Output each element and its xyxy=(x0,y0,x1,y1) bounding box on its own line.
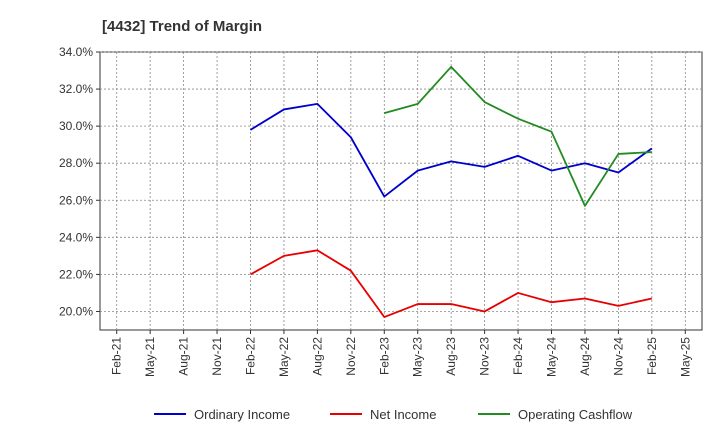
legend-label: Operating Cashflow xyxy=(518,407,633,422)
y-tick-label: 22.0% xyxy=(59,267,93,281)
y-tick-label: 24.0% xyxy=(59,230,93,244)
x-tick-label: Aug-24 xyxy=(578,337,592,376)
y-tick-label: 30.0% xyxy=(59,119,93,133)
series-line-net-income xyxy=(250,249,653,318)
x-tick-label: Nov-21 xyxy=(210,337,224,376)
x-tick-label: May-21 xyxy=(143,337,157,377)
x-tick-label: May-25 xyxy=(678,337,692,377)
y-tick-label: 20.0% xyxy=(59,304,93,318)
x-tick-label: Feb-23 xyxy=(377,337,391,375)
y-tick-label: 26.0% xyxy=(59,193,93,207)
legend: Ordinary Income Net Income Operating Cashf… xyxy=(154,407,633,422)
x-tick-label: Aug-23 xyxy=(444,337,458,376)
y-tick-label: 28.0% xyxy=(59,156,93,170)
x-tick-label: Aug-21 xyxy=(177,337,191,376)
x-tick-label: Feb-25 xyxy=(645,337,659,375)
x-tick-label: May-22 xyxy=(277,337,291,377)
x-tick-label: Aug-22 xyxy=(310,337,324,376)
x-tick-label: May-24 xyxy=(545,337,559,377)
x-tick-label: Feb-24 xyxy=(511,337,525,375)
legend-label: Ordinary Income xyxy=(194,407,290,422)
y-tick-label: 34.0% xyxy=(59,45,93,59)
y-tick-label: 32.0% xyxy=(59,82,93,96)
series-line-operating-cashflow xyxy=(384,65,652,207)
series-line-ordinary-income xyxy=(250,102,653,198)
y-axis-ticks: 20.0% 22.0% 24.0% 26.0% 28.0% 30.0% 32.0% 34.0% xyxy=(59,45,100,318)
plot-area xyxy=(99,51,703,331)
series-lines xyxy=(250,65,653,318)
chart-title: [4432] Trend of Margin xyxy=(102,18,262,35)
x-tick-label: Nov-23 xyxy=(478,337,492,376)
x-tick-label: May-23 xyxy=(411,337,425,377)
x-tick-label: Feb-22 xyxy=(244,337,258,375)
legend-label: Net Income xyxy=(370,407,436,422)
x-tick-label: Feb-21 xyxy=(110,337,124,375)
x-axis-ticks: Feb-21 May-21 Aug-21 Nov-21 Feb-22 May-22 Aug-… xyxy=(110,330,692,377)
grid-lines xyxy=(100,51,702,330)
x-tick-label: Nov-22 xyxy=(344,337,358,376)
x-tick-label: Nov-24 xyxy=(611,337,625,376)
